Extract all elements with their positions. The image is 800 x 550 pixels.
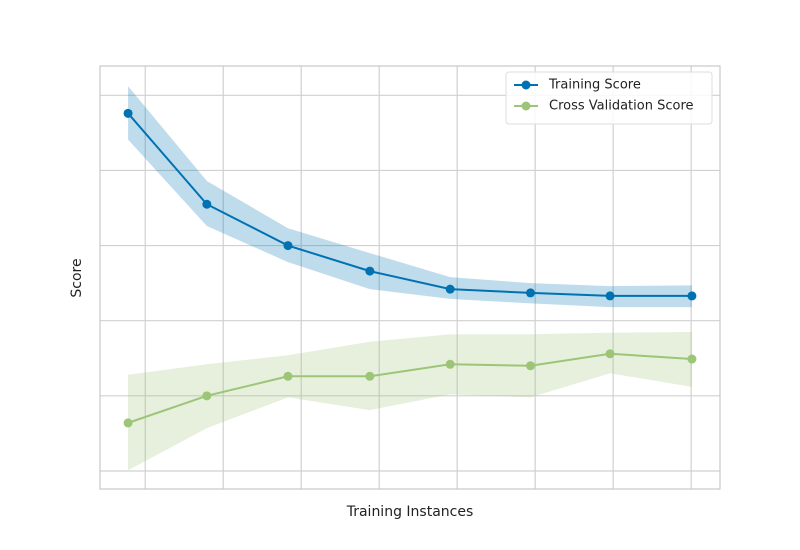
legend-label: Cross Validation Score — [549, 99, 694, 114]
confidence-band — [128, 331, 692, 471]
point — [687, 354, 697, 364]
point — [202, 199, 212, 209]
axes-frame — [99, 65, 721, 490]
point — [445, 359, 455, 369]
point — [687, 291, 697, 301]
point — [445, 284, 455, 294]
point — [202, 391, 212, 401]
point — [605, 291, 615, 301]
x-axis-label: Training Instances — [346, 504, 474, 520]
point — [283, 371, 293, 381]
legend-marker — [521, 80, 531, 90]
legend: Training Score Cross Validation Score — [505, 71, 713, 125]
legend-label: Training Score — [548, 78, 641, 93]
legend-marker — [521, 101, 531, 111]
confidence-band — [128, 86, 692, 308]
point — [365, 266, 375, 276]
series-line — [127, 352, 692, 424]
point — [605, 349, 615, 359]
y-axis-label: Score — [69, 258, 85, 297]
legend-box — [505, 71, 713, 125]
series-line — [127, 112, 692, 297]
point — [123, 108, 133, 118]
plot — [123, 86, 697, 471]
point — [365, 371, 375, 381]
point — [525, 288, 535, 298]
point — [123, 418, 133, 428]
point — [283, 241, 293, 251]
point — [525, 361, 535, 371]
